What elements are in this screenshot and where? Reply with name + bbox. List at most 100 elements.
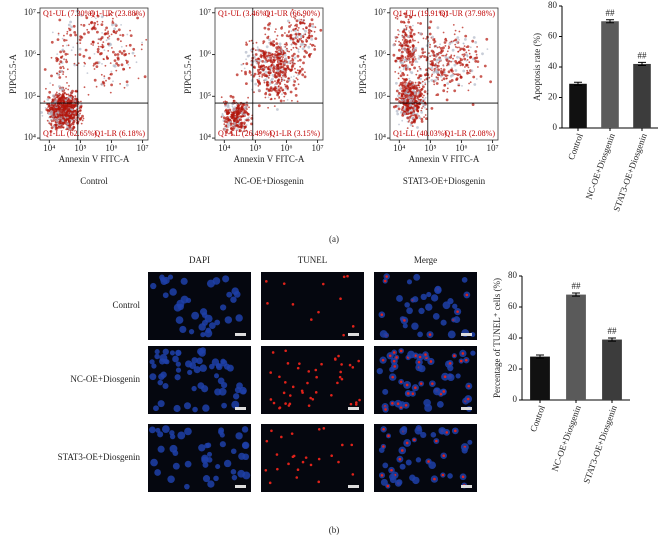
quadrant-label: Q1-UL (19.91%) [393, 9, 448, 18]
event-dot [231, 102, 235, 105]
event-dot [283, 61, 287, 65]
event-dot [225, 112, 229, 115]
image-background [261, 272, 364, 340]
tunel-spot [309, 463, 313, 467]
event-dot [475, 56, 479, 60]
event-dot [430, 54, 433, 57]
nucleus [202, 461, 209, 468]
event-dot [402, 105, 405, 108]
y-tick-label: 10⁵ [24, 90, 36, 100]
quadrant-label: Q1-LL (40.03%) [393, 129, 447, 138]
event-dot [113, 31, 115, 34]
event-dot [242, 62, 245, 65]
event-dot [276, 63, 280, 67]
event-dot [58, 18, 62, 22]
event-dot [64, 119, 67, 121]
event-dot [78, 38, 82, 42]
event-dot [101, 46, 104, 49]
event-dot [74, 33, 77, 37]
tunel-spot [346, 274, 349, 278]
event-dot [454, 43, 457, 46]
event-dot [112, 80, 114, 83]
event-dot [425, 38, 427, 40]
event-dot [409, 39, 412, 42]
tunel-spot [414, 386, 417, 390]
event-dot [403, 12, 407, 16]
event-dot [90, 43, 93, 45]
event-dot [394, 16, 397, 19]
tunel-spot [278, 375, 281, 379]
event-dot [438, 74, 441, 76]
event-dot [265, 87, 269, 91]
event-dot [67, 23, 71, 27]
event-dot [293, 33, 296, 36]
event-dot [401, 89, 404, 93]
event-dot [263, 26, 267, 30]
flow-plot: Q1-UL (19.91%)Q1-UR (37.98%)Q1-LL (40.03… [358, 7, 499, 186]
tunel-spot [284, 402, 287, 405]
event-dot [397, 94, 400, 98]
quadrant-label: Q1-LL (62.65%) [43, 129, 97, 138]
event-dot [303, 55, 306, 59]
event-dot [245, 43, 249, 46]
nucleus [382, 388, 389, 395]
event-dot [245, 41, 248, 44]
event-dot [412, 32, 416, 36]
nucleus [230, 448, 237, 455]
nucleus [217, 377, 225, 385]
event-dot [244, 70, 247, 74]
nucleus [151, 363, 157, 369]
scale-bar [348, 485, 359, 488]
event-dot [448, 42, 452, 46]
nucleus [447, 373, 455, 382]
event-dot [297, 50, 300, 53]
event-dot [88, 23, 91, 26]
event-dot [231, 133, 234, 136]
nucleus [162, 292, 169, 299]
event-dot [110, 83, 113, 87]
event-dot [290, 76, 293, 78]
tunel-spot [393, 365, 397, 368]
event-dot [254, 67, 256, 69]
tunel-spot [448, 361, 452, 365]
event-dot [59, 66, 63, 70]
micrograph [261, 424, 364, 492]
event-dot [238, 111, 242, 114]
event-dot [123, 53, 127, 57]
nucleus [184, 427, 192, 436]
nucleus [175, 361, 181, 367]
nucleus [219, 441, 226, 448]
event-dot [399, 42, 402, 44]
event-dot [291, 54, 294, 58]
event-dot [434, 66, 437, 68]
event-dot [103, 32, 107, 36]
event-dot [258, 71, 261, 75]
nucleus [412, 296, 419, 303]
micrograph [261, 346, 364, 414]
event-dot [113, 27, 116, 31]
tunel-spot [304, 456, 308, 459]
event-dot [222, 101, 225, 103]
event-dot [275, 83, 278, 85]
tunel-spot [341, 443, 344, 447]
nucleus [413, 273, 421, 281]
event-dot [62, 65, 64, 68]
nucleus [420, 431, 427, 439]
nucleus [412, 476, 420, 485]
event-dot [405, 89, 409, 92]
event-dot [397, 77, 400, 80]
event-dot [112, 17, 114, 20]
event-dot [475, 53, 478, 56]
event-dot [47, 102, 51, 106]
event-dot [257, 68, 260, 72]
event-dot [102, 41, 105, 43]
event-dot [404, 15, 408, 19]
event-dot [467, 66, 470, 69]
flow-plot: Q1-UL (3.46%)Q1-UR (66.90%)Q1-LL (26.49%… [183, 7, 324, 186]
event-dot [57, 34, 60, 36]
nucleus [191, 385, 197, 392]
event-dot [52, 94, 55, 97]
event-dot [223, 123, 226, 126]
event-dot [47, 106, 49, 108]
event-dot [239, 129, 242, 133]
